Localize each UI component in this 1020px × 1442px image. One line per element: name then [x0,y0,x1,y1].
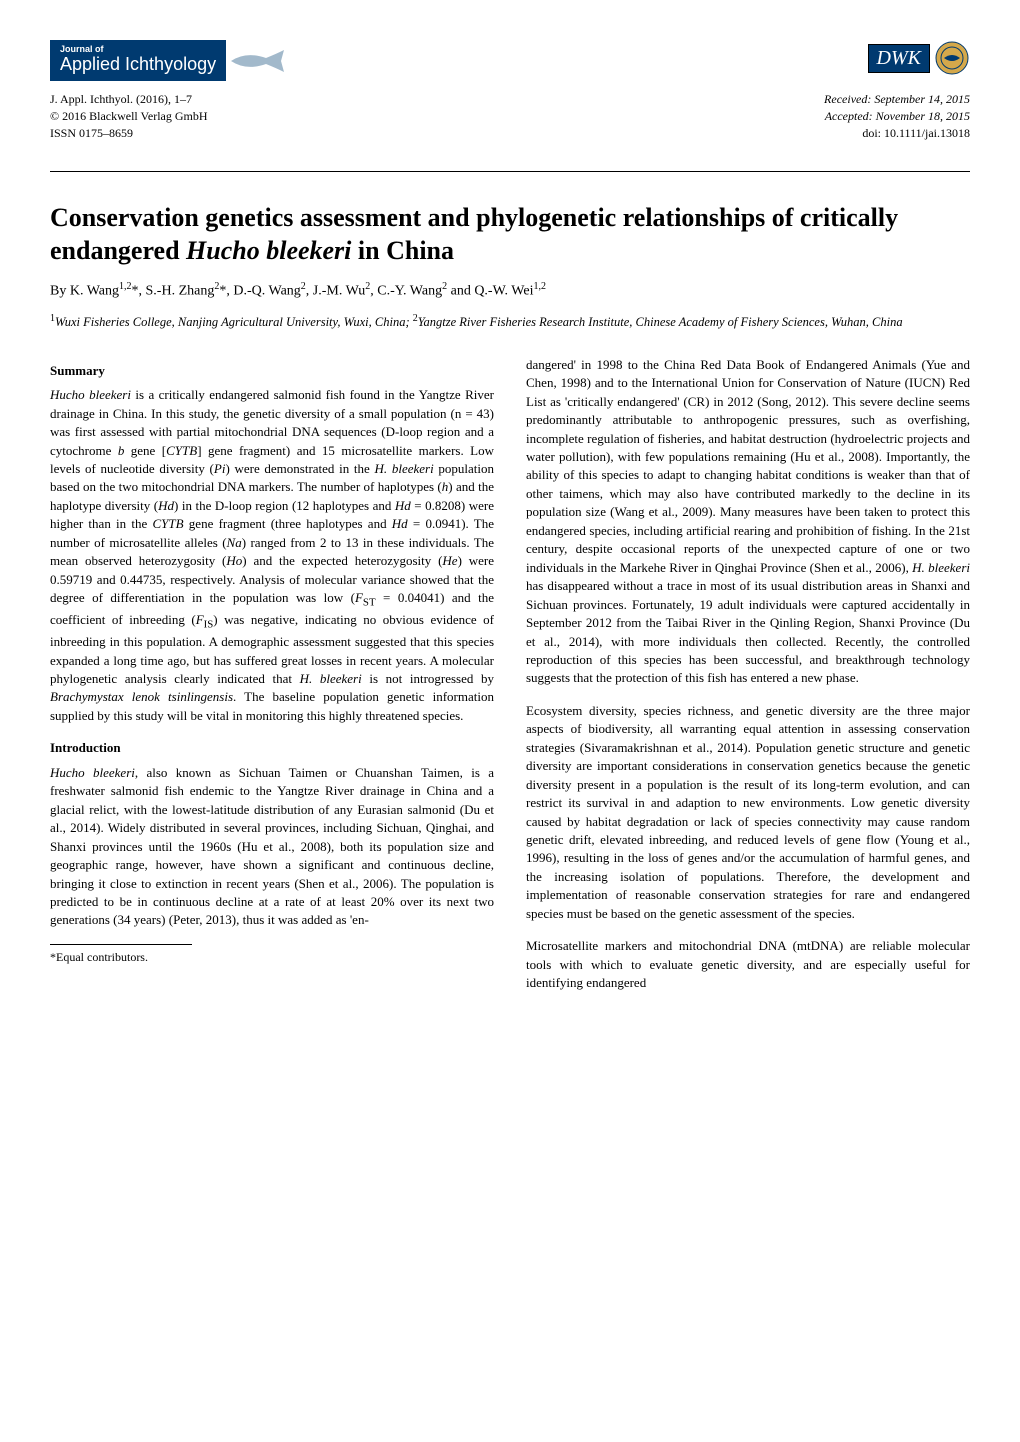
issn: ISSN 0175–8659 [50,125,208,142]
title-species: Hucho bleekeri [186,236,351,265]
footnote-rule [50,944,192,945]
meta-left: J. Appl. Ichthyol. (2016), 1–7 © 2016 Bl… [50,91,208,141]
title-part1: Conservation genetics assessment and phy… [50,203,898,265]
divider-line [50,171,970,172]
accepted-date: Accepted: November 18, 2015 [824,108,970,125]
journal-prefix: Journal of [60,44,216,54]
summary-heading: Summary [50,362,494,380]
doi: doi: 10.1111/jai.13018 [824,125,970,142]
dwk-badge: DWK [868,40,970,76]
footnote-block: *Equal contributors. [50,944,494,966]
received-date: Received: September 14, 2015 [824,91,970,108]
article-title: Conservation genetics assessment and phy… [50,202,970,267]
title-part2: in China [351,236,454,265]
affiliations: 1Wuxi Fisheries College, Nanjing Agricul… [50,312,970,332]
authors-line: By K. Wang1,2*, S.-H. Zhang2*, D.-Q. Wan… [50,281,970,300]
meta-right: Received: September 14, 2015 Accepted: N… [824,91,970,141]
introduction-heading: Introduction [50,739,494,757]
intro-para-3: Microsatellite markers and mitochondrial… [526,937,970,992]
dwk-text: DWK [868,44,930,73]
header-bar: Journal of Applied Ichthyology DWK [50,40,970,81]
citation: J. Appl. Ichthyol. (2016), 1–7 [50,91,208,108]
journal-name-box: Journal of Applied Ichthyology [50,40,226,81]
journal-name: Applied Ichthyology [60,54,216,75]
body-columns: Summary Hucho bleekeri is a critically e… [50,356,970,993]
intro-para-2: Ecosystem diversity, species richness, a… [526,702,970,923]
meta-row: J. Appl. Ichthyol. (2016), 1–7 © 2016 Bl… [50,91,970,141]
intro-para-1: Hucho bleekeri, also known as Sichuan Ta… [50,764,494,930]
dwk-emblem-icon [934,40,970,76]
copyright: © 2016 Blackwell Verlag GmbH [50,108,208,125]
summary-text: Hucho bleekeri is a critically endangere… [50,386,494,725]
fish-icon [226,46,286,76]
journal-badge: Journal of Applied Ichthyology [50,40,286,81]
intro-para-1b: dangered' in 1998 to the China Red Data … [526,356,970,688]
footnote-text: *Equal contributors. [50,949,494,966]
